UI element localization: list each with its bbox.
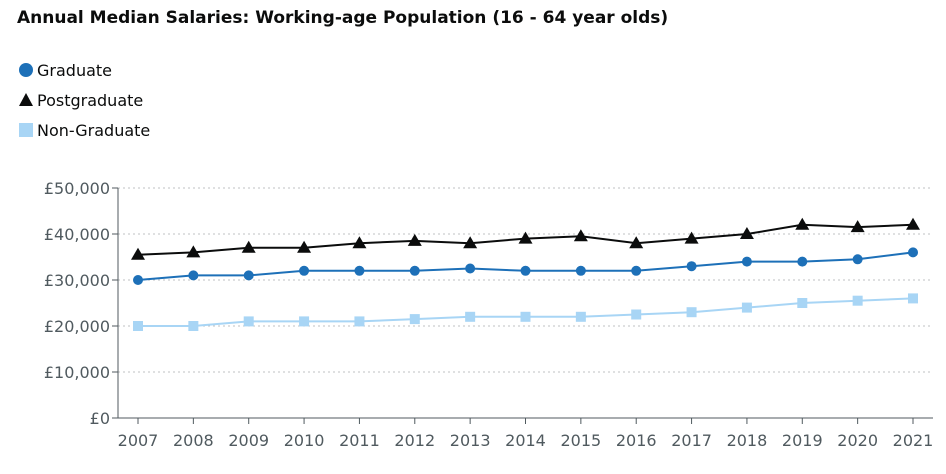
- data-point: [631, 265, 642, 276]
- chart-title: Annual Median Salaries: Working-age Popu…: [17, 8, 669, 28]
- y-tick-label: £50,000: [44, 179, 110, 198]
- x-tick-label: 2010: [284, 431, 325, 450]
- data-point: [465, 311, 476, 322]
- data-point: [575, 265, 586, 276]
- data-point: [795, 217, 810, 230]
- data-point: [739, 227, 754, 239]
- y-tick-label: £0: [90, 409, 110, 428]
- data-point: [908, 247, 918, 258]
- data-point: [188, 270, 199, 281]
- x-tick-label: 2013: [450, 431, 491, 450]
- data-point: [629, 236, 644, 249]
- square-marker-icon: [17, 121, 35, 139]
- data-point: [684, 231, 699, 244]
- data-point: [852, 254, 863, 265]
- x-tick-label: 2009: [228, 431, 269, 450]
- x-tick-label: 2015: [560, 431, 601, 450]
- legend-item-postgraduate: Postgraduate: [17, 85, 150, 115]
- x-tick-label: 2020: [837, 431, 878, 450]
- x-tick-label: 2021: [893, 431, 934, 450]
- data-point: [352, 236, 367, 249]
- data-point: [686, 307, 697, 318]
- data-point: [299, 265, 310, 276]
- data-point: [297, 240, 312, 253]
- data-point: [299, 316, 310, 327]
- data-point: [852, 295, 863, 306]
- data-point: [631, 309, 642, 320]
- x-tick-label: 2016: [616, 431, 657, 450]
- x-tick-label: 2012: [394, 431, 435, 450]
- data-point: [520, 265, 531, 276]
- legend-label: Graduate: [37, 60, 112, 80]
- triangle-marker-icon: [17, 91, 35, 109]
- y-tick-label: £40,000: [44, 225, 110, 244]
- legend-label: Postgraduate: [37, 90, 144, 110]
- data-point: [465, 263, 476, 274]
- data-point: [906, 217, 920, 230]
- data-point: [133, 321, 143, 331]
- data-point: [520, 311, 531, 322]
- y-tick-label: £30,000: [44, 271, 110, 290]
- data-point: [243, 316, 254, 327]
- legend-item-graduate: Graduate: [17, 55, 150, 85]
- data-point: [797, 256, 808, 267]
- x-tick-label: 2011: [339, 431, 380, 450]
- legend-label: Non-Graduate: [37, 120, 151, 140]
- data-point: [463, 236, 478, 249]
- data-point: [850, 220, 865, 233]
- data-point: [409, 265, 420, 276]
- y-tick-label: £10,000: [44, 363, 110, 382]
- y-tick-label: £20,000: [44, 317, 110, 336]
- legend-item-non-graduate: Non-Graduate: [17, 115, 150, 145]
- data-point: [188, 321, 199, 331]
- data-point: [407, 233, 422, 246]
- data-point: [741, 256, 752, 267]
- data-point: [575, 311, 586, 322]
- x-tick-label: 2014: [505, 431, 546, 450]
- data-point: [241, 240, 256, 253]
- x-tick-label: 2018: [727, 431, 768, 450]
- circle-marker-icon: [17, 61, 35, 79]
- data-point: [131, 247, 145, 260]
- data-point: [573, 229, 588, 242]
- data-point: [686, 261, 697, 272]
- data-point: [186, 245, 201, 258]
- x-tick-label: 2017: [671, 431, 712, 450]
- x-tick-label: 2008: [173, 431, 214, 450]
- data-point: [741, 302, 752, 313]
- data-point: [797, 298, 808, 308]
- data-point: [518, 231, 533, 244]
- x-tick-label: 2019: [782, 431, 823, 450]
- data-point: [243, 270, 254, 281]
- data-point: [908, 293, 918, 304]
- data-point: [354, 316, 365, 327]
- data-point: [133, 275, 143, 285]
- x-tick-label: 2007: [118, 431, 159, 450]
- data-point: [409, 314, 420, 325]
- data-point: [354, 265, 365, 276]
- legend: Graduate Postgraduate Non-Graduate: [17, 55, 150, 145]
